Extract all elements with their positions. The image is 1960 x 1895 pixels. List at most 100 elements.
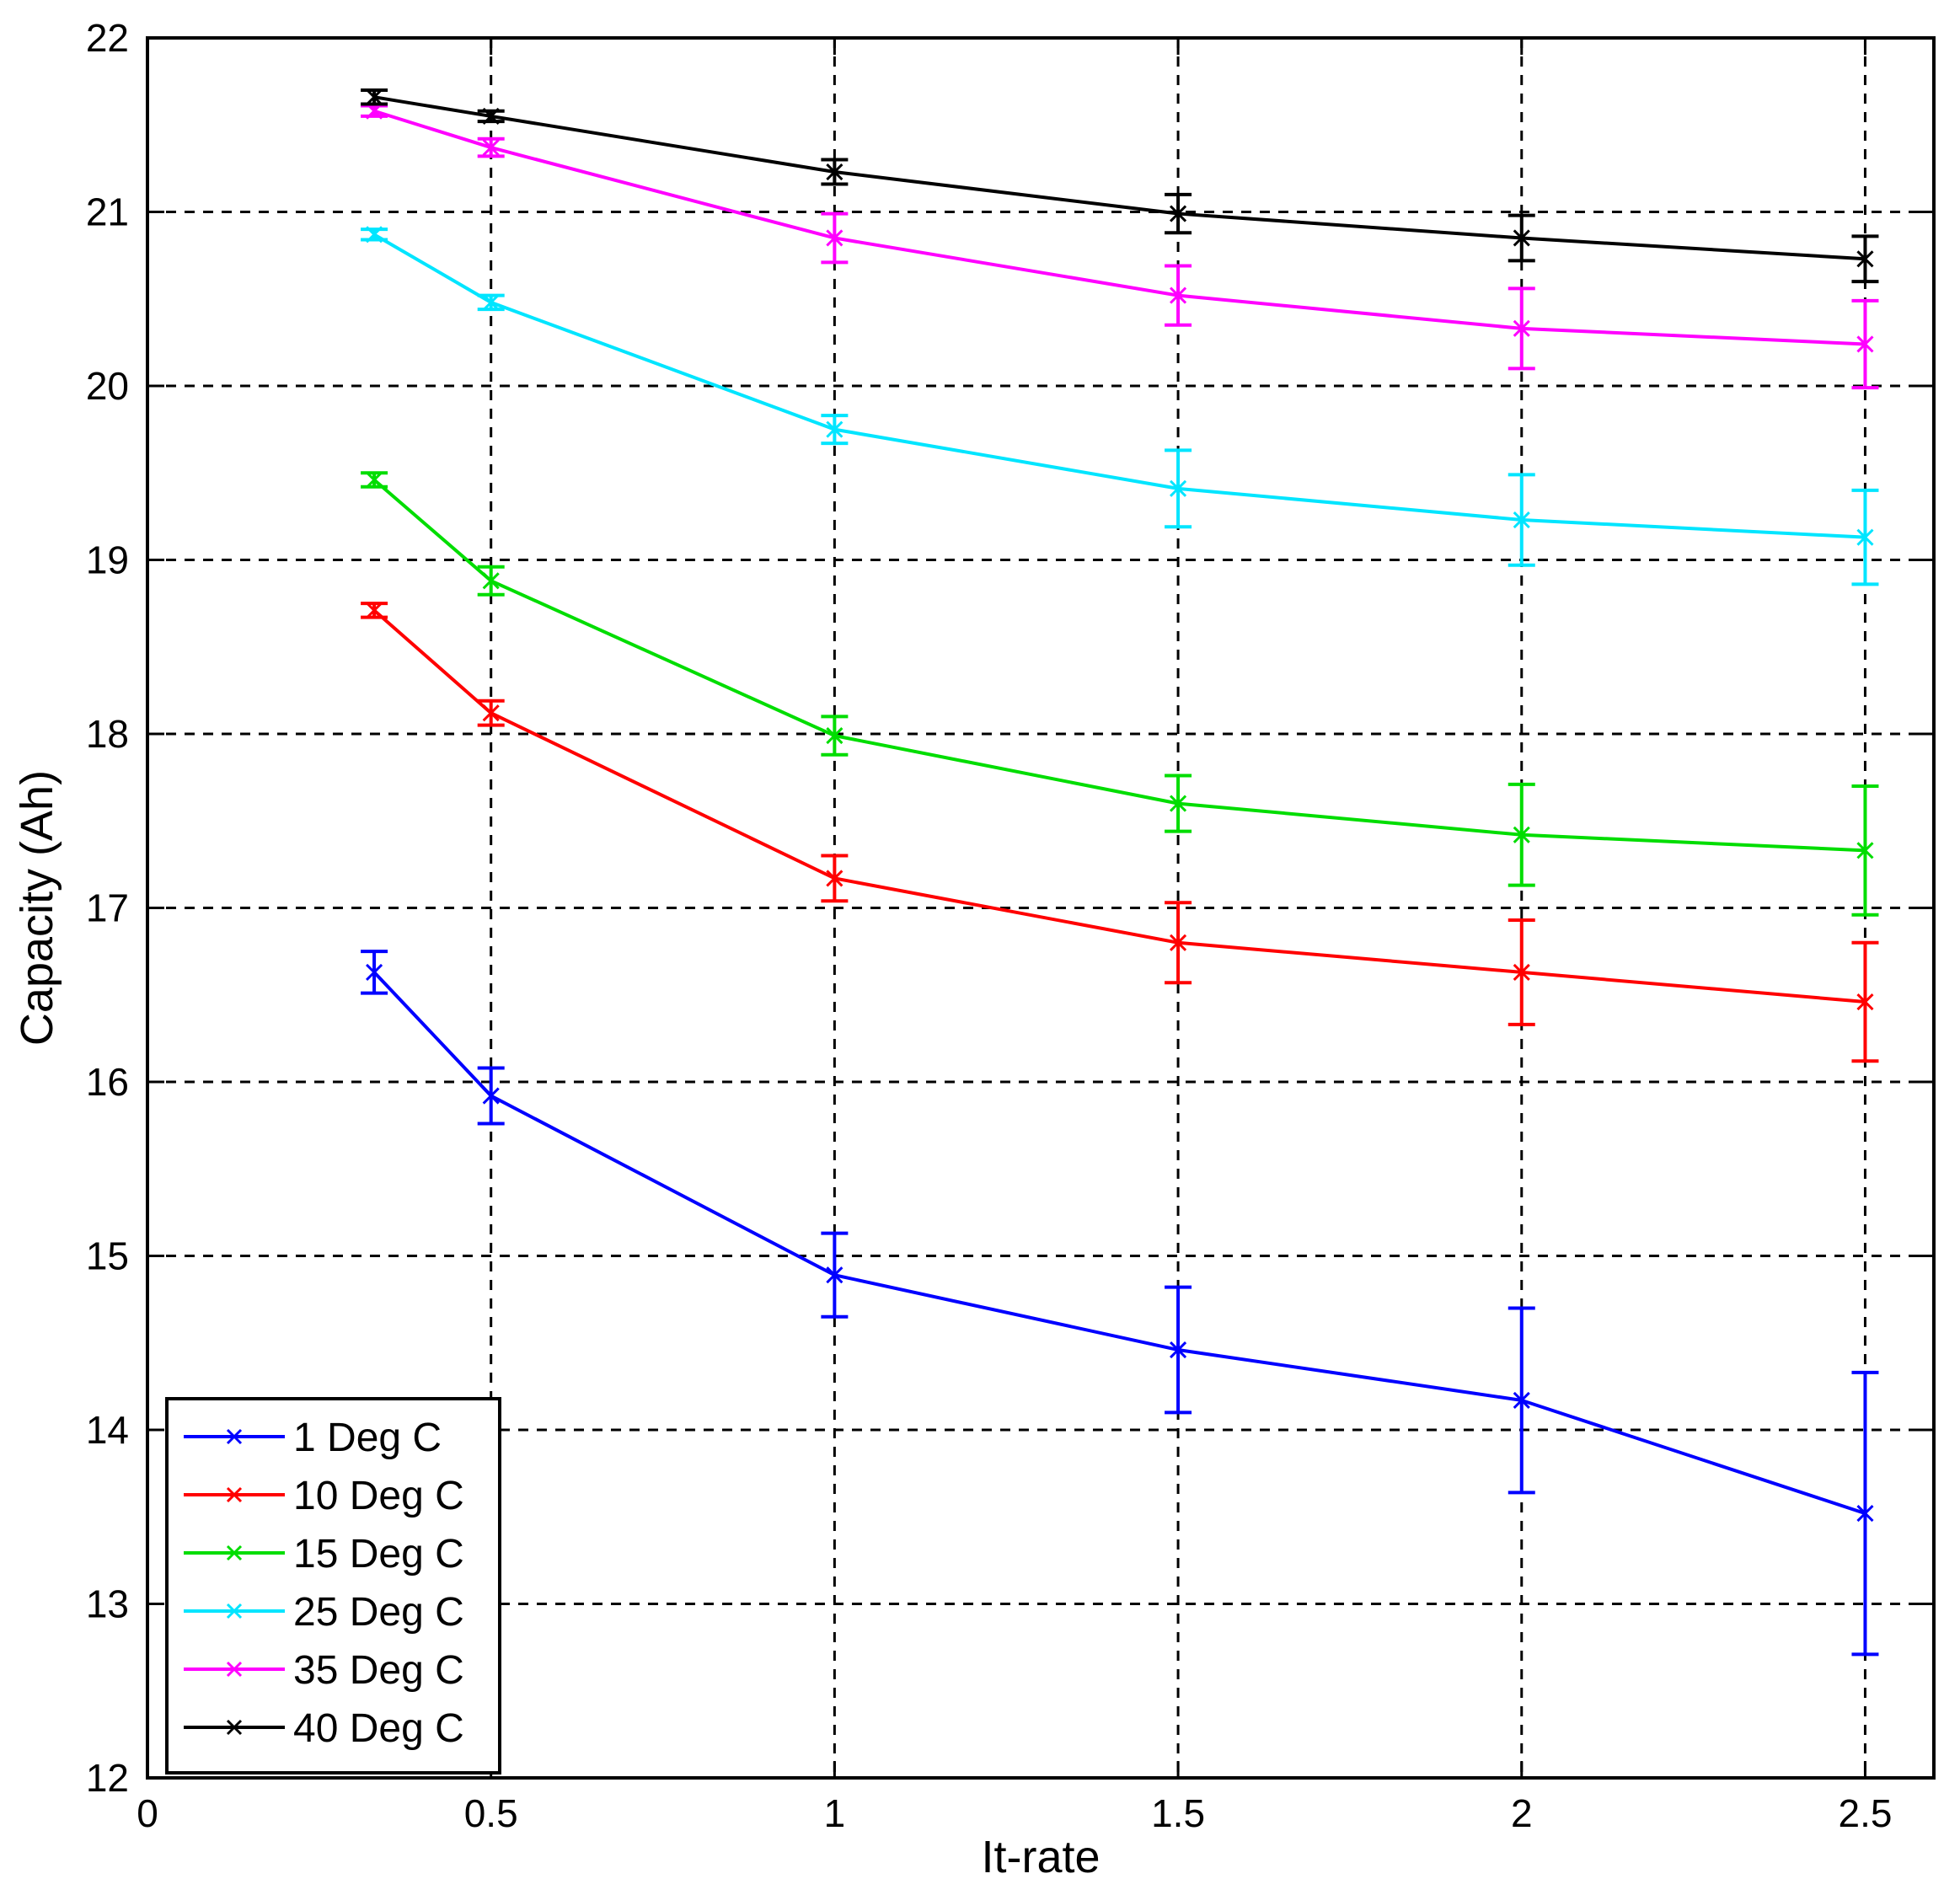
legend-item: 10 Deg C [184, 1474, 464, 1518]
y-tick-label: 17 [86, 886, 129, 930]
series-40-deg-c [361, 88, 1879, 284]
legend-item: 25 Deg C [184, 1590, 464, 1635]
data-point-marker [826, 163, 843, 181]
legend-box [165, 1397, 501, 1775]
data-point-marker [482, 704, 500, 722]
marker-stroke [1170, 286, 1187, 304]
data-point-marker [1856, 1505, 1874, 1523]
data-point-marker [826, 1266, 843, 1284]
tick-labels: 0 0.5 1 1.5 2 2.5 12 13 14 15 16 17 18 19 20 21 22 [86, 16, 1893, 1835]
y-tick-label: 12 [86, 1756, 129, 1800]
data-point-marker [826, 727, 843, 745]
data-point-marker [1513, 319, 1530, 337]
series-1-deg-c [361, 950, 1879, 1657]
marker-stroke [482, 139, 500, 157]
y-tick-label: 15 [86, 1234, 129, 1278]
legend-label: 40 Deg C [293, 1706, 464, 1751]
data-point-marker [482, 139, 500, 157]
data-point-marker [1856, 528, 1874, 546]
marker-stroke [482, 572, 500, 590]
data-point-marker [366, 963, 383, 981]
x-tick-label: 2.5 [1838, 1791, 1892, 1835]
x-tick-label: 2 [1511, 1791, 1533, 1835]
data-point-marker [1856, 993, 1874, 1011]
x-axis-label: It-rate [981, 1832, 1100, 1882]
legend-marker [226, 1603, 243, 1619]
y-tick-label: 20 [86, 364, 129, 408]
marker-stroke [366, 102, 383, 120]
data-point-marker [826, 229, 843, 247]
marker-stroke [826, 727, 843, 745]
y-tick-label: 21 [86, 190, 129, 234]
x-tick-label: 1 [824, 1791, 846, 1835]
marker-stroke [826, 229, 843, 247]
series-15-deg-c [361, 471, 1879, 917]
legend-item: 1 Deg C [184, 1416, 442, 1460]
x-tick-label: 0.5 [464, 1791, 518, 1835]
data-point-marker [826, 420, 843, 438]
legend-label: 15 Deg C [293, 1532, 464, 1576]
series-25-deg-c [361, 226, 1879, 586]
legend-label: 25 Deg C [293, 1590, 464, 1635]
legend-label: 1 Deg C [293, 1416, 442, 1460]
data-point-marker [482, 293, 500, 311]
data-point-marker [826, 870, 843, 887]
marker-stroke [482, 107, 500, 125]
data-point-marker [1170, 795, 1187, 812]
series-35-deg-c [361, 102, 1879, 390]
marker-stroke [1513, 1391, 1530, 1409]
marker-stroke [1513, 229, 1530, 247]
y-tick-label: 14 [86, 1408, 129, 1452]
marker-stroke [826, 420, 843, 438]
legend-marker [226, 1719, 243, 1736]
data-point-marker [1170, 1341, 1187, 1359]
marker-stroke [1856, 250, 1874, 268]
data-point-marker [1513, 229, 1530, 247]
series-line [372, 971, 1866, 1516]
marker-stroke [826, 1266, 843, 1284]
data-point-marker [366, 88, 383, 106]
marker-stroke [482, 293, 500, 311]
marker-stroke [1170, 795, 1187, 812]
data-point-marker [1513, 511, 1530, 529]
series-line [372, 478, 1866, 853]
marker-stroke [366, 226, 383, 244]
data-point-marker [482, 107, 500, 125]
series-10-deg-c [361, 602, 1879, 1063]
legend-item: 35 Deg C [184, 1648, 464, 1693]
marker-stroke [1170, 1341, 1187, 1359]
series-line [373, 109, 1866, 346]
marker-stroke [1513, 319, 1530, 337]
data-point-marker [1170, 934, 1187, 951]
data-point-marker [1513, 826, 1530, 843]
data-point-marker [1856, 250, 1874, 268]
data-point-marker [1170, 205, 1187, 222]
marker-stroke [1513, 963, 1530, 981]
series-line [373, 233, 1866, 539]
data-point-marker [1856, 335, 1874, 353]
marker-stroke [482, 704, 500, 722]
marker-stroke [1856, 528, 1874, 546]
legend-label: 10 Deg C [293, 1474, 464, 1518]
marker-stroke [366, 471, 383, 489]
marker-stroke [826, 870, 843, 887]
legend: 1 Deg C 10 Deg C 15 Deg C 25 Deg C 35 Deg C 4… [165, 1397, 501, 1775]
data-point-marker [1170, 479, 1187, 497]
marker-stroke [1170, 205, 1187, 222]
data-point-marker [482, 572, 500, 590]
data-point-marker [366, 471, 383, 489]
y-tick-label: 22 [86, 16, 129, 60]
y-tick-label: 19 [86, 538, 129, 582]
legend-label: 35 Deg C [293, 1648, 464, 1693]
y-tick-label: 13 [86, 1582, 129, 1626]
legend-item: 15 Deg C [184, 1532, 464, 1576]
marker-stroke [1856, 1505, 1874, 1523]
marker-stroke [1856, 335, 1874, 353]
legend-marker [226, 1486, 243, 1503]
y-tick-label: 16 [86, 1060, 129, 1104]
x-tick-label: 1.5 [1151, 1791, 1205, 1835]
series-line [373, 95, 1866, 261]
marker-stroke [1170, 934, 1187, 951]
marker-stroke [1170, 479, 1187, 497]
